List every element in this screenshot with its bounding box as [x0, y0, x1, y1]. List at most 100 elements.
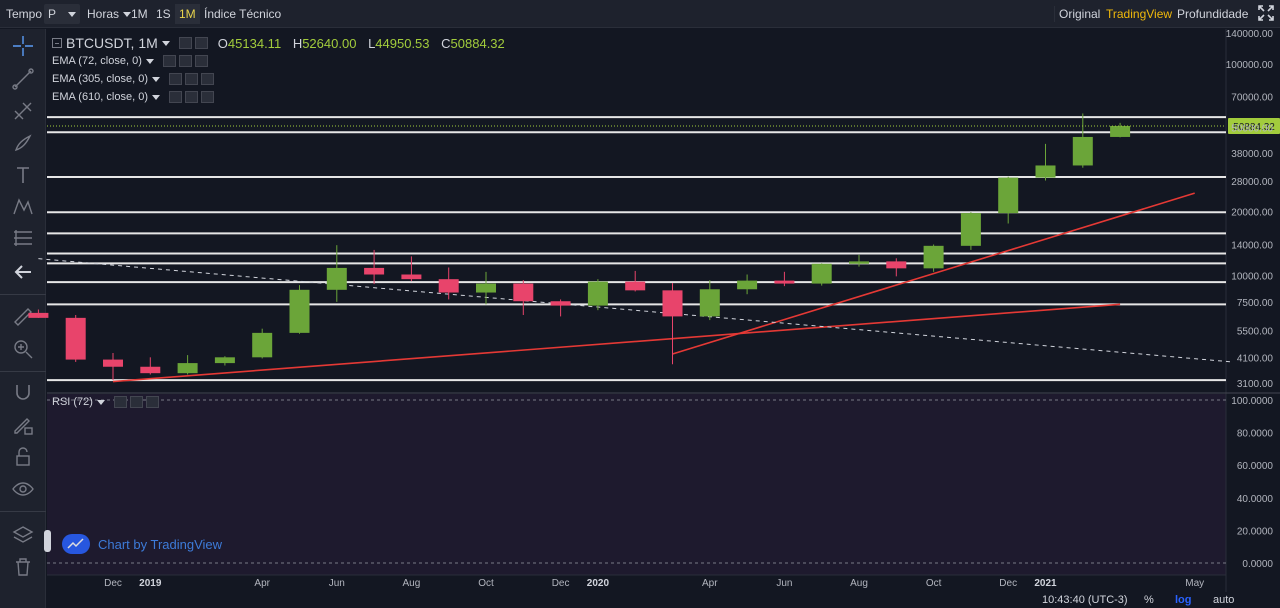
magnet-icon[interactable] [11, 381, 35, 405]
candle-body[interactable] [326, 267, 347, 290]
candle-body[interactable] [438, 279, 459, 293]
chevron-down-icon[interactable] [152, 76, 160, 82]
candle-body[interactable] [699, 289, 720, 317]
pitchfork-icon[interactable] [11, 99, 35, 123]
close-mini-icon[interactable] [145, 396, 159, 408]
candle-body[interactable] [811, 263, 832, 284]
chevron-down-icon[interactable] [96, 399, 105, 405]
ema-305-label[interactable]: EMA (305, close, 0) [52, 73, 148, 85]
settings-mini-icon[interactable] [178, 55, 192, 67]
candle-body[interactable] [252, 332, 273, 358]
candle-body[interactable] [1110, 125, 1131, 137]
eye-mini-icon[interactable] [113, 396, 127, 408]
candle-body[interactable] [28, 312, 49, 318]
settings-mini-icon[interactable] [129, 396, 143, 408]
close-mini-icon[interactable] [194, 55, 208, 67]
candle-body[interactable] [1072, 136, 1093, 166]
close-value: 50884.32 [450, 35, 505, 51]
eye-mini-icon[interactable] [169, 91, 182, 103]
settings-mini-icon[interactable] [185, 91, 198, 103]
collapse-icon[interactable] [52, 38, 62, 48]
back-arrow-icon[interactable] [11, 260, 35, 284]
percent-toggle[interactable]: % [1144, 594, 1154, 606]
settings-mini-icon[interactable] [194, 37, 208, 49]
eye-icon[interactable] [11, 477, 35, 501]
candle-body[interactable] [140, 366, 161, 374]
indicator-actions [160, 55, 208, 67]
eye-mini-icon[interactable] [169, 73, 182, 85]
ema-610-label[interactable]: EMA (610, close, 0) [52, 91, 148, 103]
time-tick-label: 2019 [139, 578, 162, 589]
close-mini-icon[interactable] [201, 91, 214, 103]
price-pane[interactable] [47, 29, 1226, 392]
text-icon[interactable] [11, 163, 35, 187]
rsi-pane[interactable] [47, 394, 1226, 575]
brush-icon[interactable] [11, 131, 35, 155]
ruler-icon[interactable] [11, 305, 35, 329]
candle-body[interactable] [214, 357, 235, 364]
candle-body[interactable] [289, 289, 310, 333]
candle-body[interactable] [998, 177, 1019, 214]
settings-mini-icon[interactable] [185, 73, 198, 85]
indicator-actions [166, 91, 214, 103]
pencil-lock-icon[interactable] [11, 413, 35, 437]
layers-icon[interactable] [11, 523, 35, 547]
fullscreen-icon[interactable] [1254, 5, 1278, 25]
sidebar-collapse-handle[interactable] [44, 530, 51, 552]
candle-body[interactable] [849, 261, 869, 264]
ema-72-label[interactable]: EMA (72, close, 0) [52, 55, 142, 67]
eye-mini-icon[interactable] [162, 55, 176, 67]
chevron-down-icon[interactable] [152, 94, 160, 100]
tempo-select[interactable]: P [44, 4, 80, 24]
view-profundidade-tab[interactable]: Profundidade [1177, 7, 1249, 21]
auto-toggle[interactable]: auto [1213, 594, 1235, 606]
interval-1s-button[interactable]: 1S [156, 7, 171, 21]
fib-icon[interactable] [11, 227, 35, 251]
candle-body[interactable] [364, 267, 385, 275]
candle-body[interactable] [1035, 165, 1056, 178]
rsi-label[interactable]: RSI (72) [52, 396, 93, 408]
candle-body[interactable] [476, 283, 496, 293]
chevron-down-icon[interactable] [145, 58, 154, 64]
time-tick-label: Aug [850, 578, 868, 589]
indicators-button[interactable]: Índice Técnico [204, 7, 282, 21]
candle-body[interactable] [960, 213, 981, 246]
log-toggle[interactable]: log [1175, 594, 1192, 606]
close-mini-icon[interactable] [201, 73, 214, 85]
candle-body[interactable] [662, 290, 683, 317]
chevron-down-icon[interactable] [161, 40, 170, 46]
candle-body[interactable] [513, 283, 534, 302]
trend-line[interactable] [672, 192, 1195, 355]
time-tick-label: 2021 [1034, 578, 1057, 589]
candle-body[interactable] [587, 281, 608, 306]
settings-mini-icon[interactable] [178, 37, 192, 49]
candle-body[interactable] [774, 280, 795, 284]
candle-body[interactable] [923, 245, 944, 269]
time-tick-label: Jun [329, 578, 345, 589]
candle-body[interactable] [177, 363, 198, 374]
candle-body[interactable] [886, 261, 907, 269]
trend-line[interactable] [112, 303, 1121, 383]
view-tradingview-tab[interactable]: TradingView [1106, 7, 1173, 21]
pattern-icon[interactable] [11, 195, 35, 219]
interval-1m-active-button[interactable]: 1M [175, 4, 200, 24]
tradingview-watermark[interactable]: Chart by TradingView [62, 534, 222, 554]
horas-dropdown[interactable]: Horas [83, 4, 135, 24]
zoom-in-icon[interactable] [11, 337, 35, 361]
candle-body[interactable] [625, 281, 646, 291]
view-original-tab[interactable]: Original [1059, 7, 1101, 21]
crosshair-icon[interactable] [11, 34, 35, 58]
trend-line-icon[interactable] [11, 67, 35, 91]
symbol-label[interactable]: BTCUSDT, 1M [66, 35, 158, 51]
candle-body[interactable] [401, 274, 422, 280]
candle-body[interactable] [550, 301, 571, 306]
candle-body[interactable] [65, 317, 86, 360]
time-tick-label: Jun [776, 578, 792, 589]
open-value: 45134.11 [227, 35, 282, 51]
candle-body[interactable] [103, 359, 123, 367]
trash-icon[interactable] [11, 555, 35, 579]
interval-1m-button[interactable]: 1M [131, 7, 148, 21]
candle-body[interactable] [737, 280, 758, 290]
lock-icon[interactable] [11, 445, 35, 469]
